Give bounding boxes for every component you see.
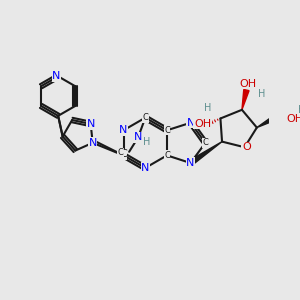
Text: N: N — [52, 71, 61, 81]
Text: C: C — [164, 126, 170, 135]
Text: C: C — [118, 148, 124, 157]
Polygon shape — [189, 142, 222, 165]
Text: N: N — [134, 132, 142, 142]
Text: N: N — [119, 125, 128, 135]
Text: N: N — [187, 118, 195, 128]
Text: H: H — [258, 89, 265, 99]
Text: C: C — [164, 151, 170, 160]
Text: N: N — [88, 138, 97, 148]
Polygon shape — [242, 89, 249, 110]
Text: H: H — [143, 137, 151, 147]
Text: N: N — [86, 119, 95, 129]
Text: N: N — [141, 163, 149, 173]
Text: OH: OH — [286, 115, 300, 124]
Text: OH: OH — [240, 79, 257, 89]
Text: N: N — [186, 158, 195, 168]
Text: OH: OH — [194, 119, 211, 129]
Text: H: H — [204, 103, 211, 113]
Text: C: C — [120, 149, 127, 160]
Polygon shape — [257, 114, 278, 128]
Text: C: C — [142, 113, 148, 122]
Text: H: H — [298, 105, 300, 115]
Text: O: O — [242, 142, 251, 152]
Text: C: C — [202, 138, 208, 147]
